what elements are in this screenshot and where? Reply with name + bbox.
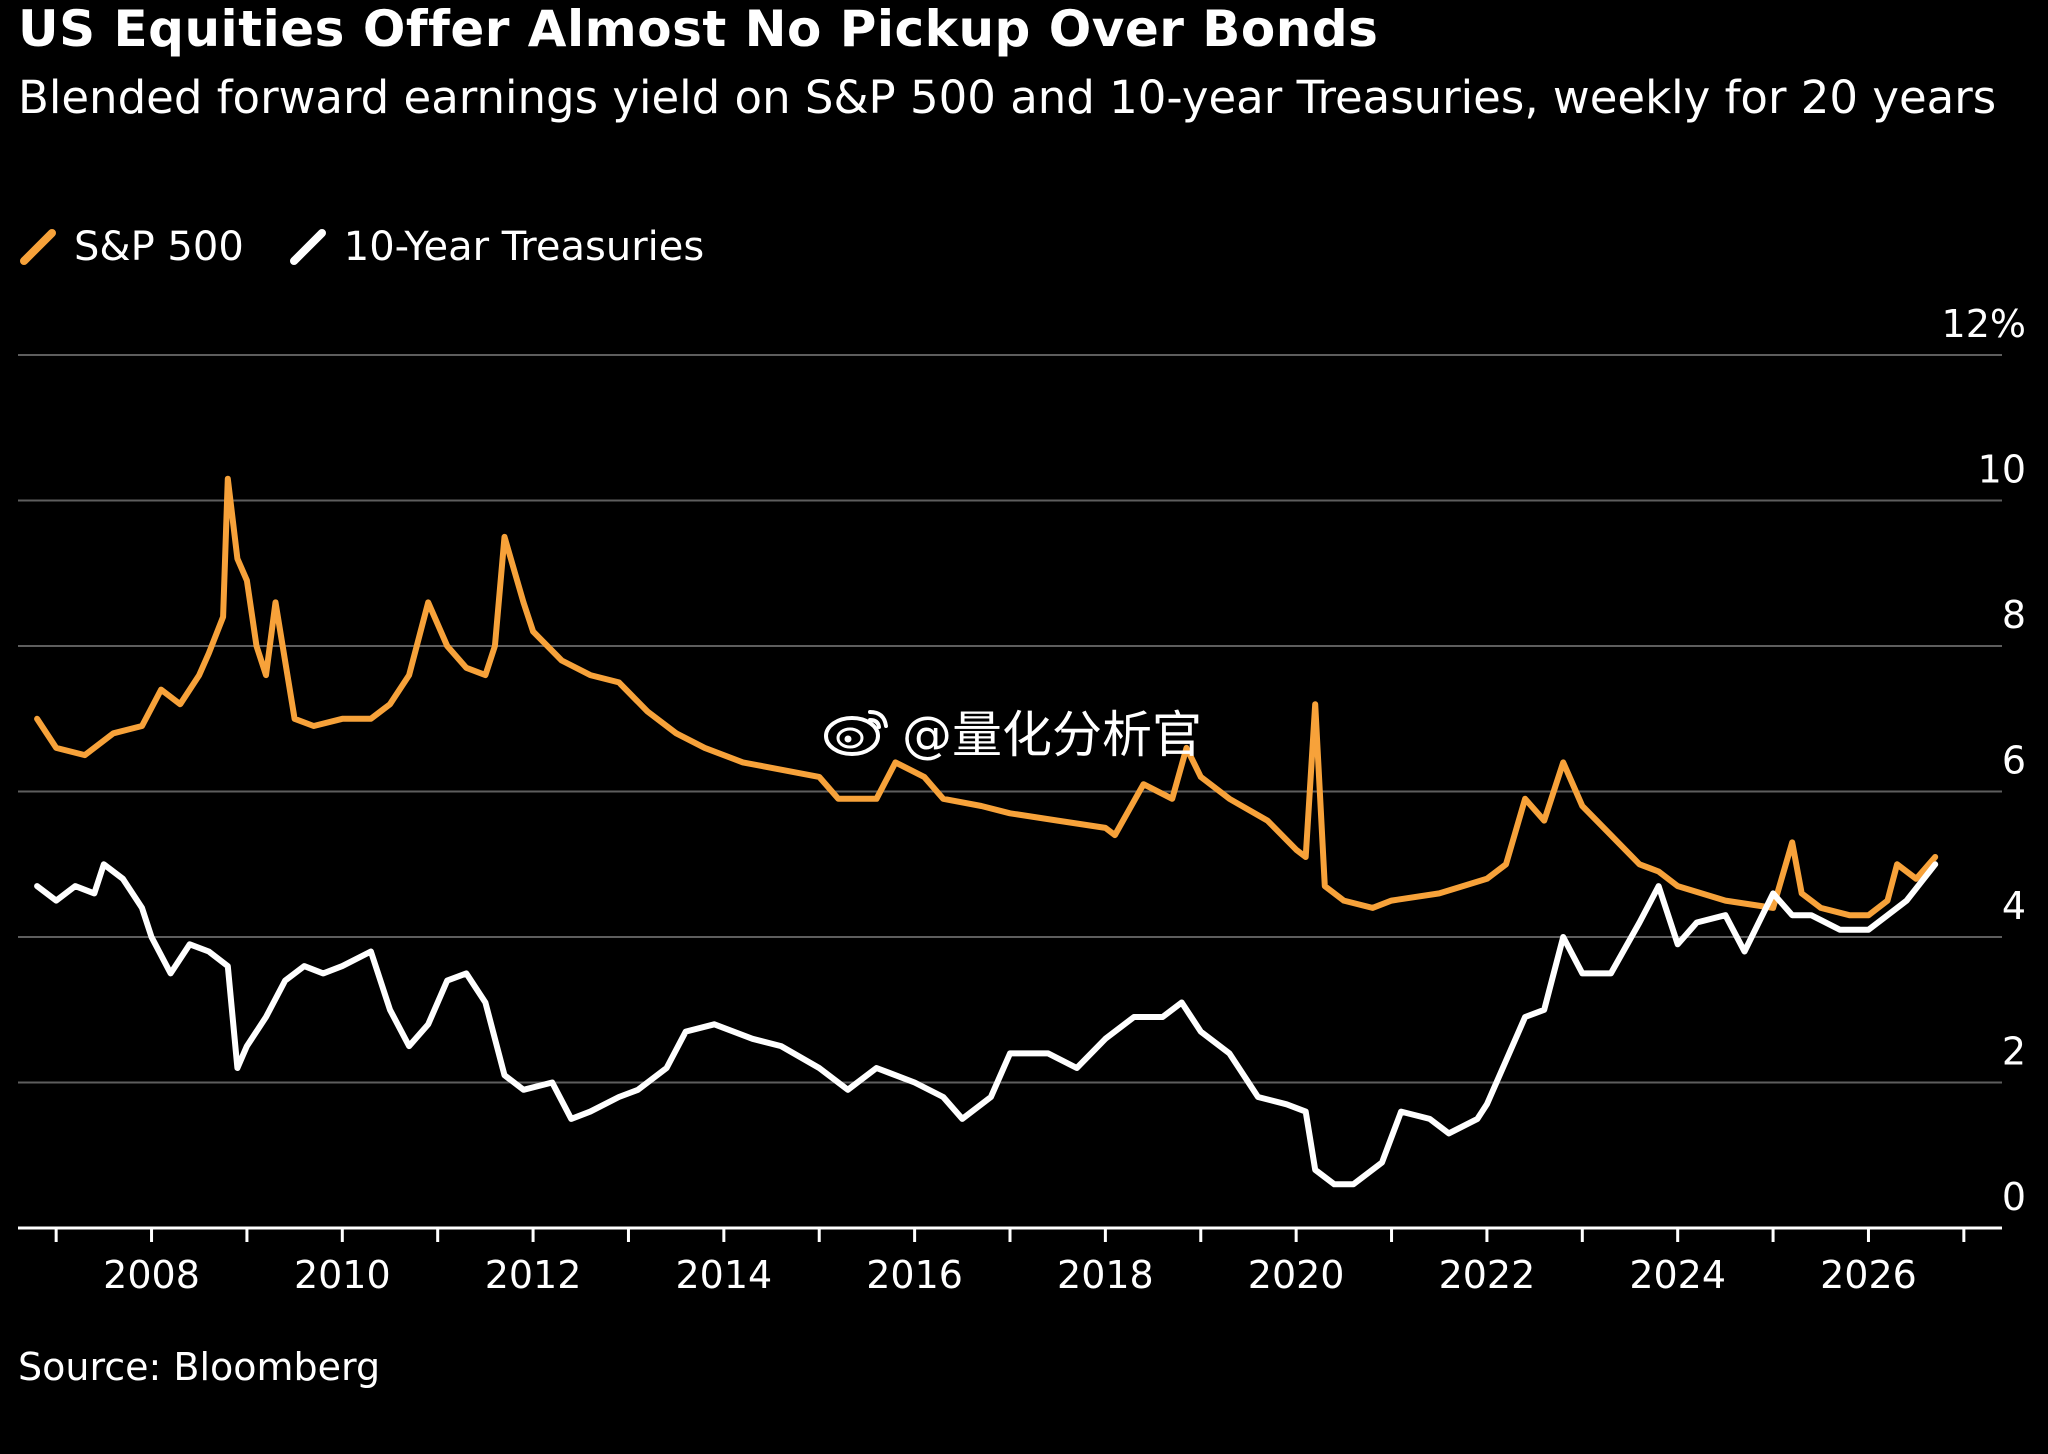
y-tick-label: 0 xyxy=(2002,1175,2026,1219)
legend-item-treasuries: 10-Year Treasuries xyxy=(288,224,704,270)
legend-label-treasuries: 10-Year Treasuries xyxy=(343,224,705,270)
y-axis-tick-labels: 0 2 4 6 8 10 12% xyxy=(1942,302,2026,1219)
watermark-text: @量化分析官 xyxy=(902,706,1202,764)
series-line-treasuries xyxy=(34,861,1939,1188)
x-tick-label: 2016 xyxy=(866,1253,963,1297)
legend-swatch-treasuries xyxy=(289,229,326,265)
y-tick-label: 12% xyxy=(1942,302,2026,346)
y-tick-label: 10 xyxy=(1978,448,2026,492)
weibo-icon xyxy=(824,710,888,756)
legend-swatch-sp500 xyxy=(20,229,56,265)
gridlines xyxy=(18,354,2002,1084)
source-note: Source: Bloomberg xyxy=(18,1345,381,1389)
x-tick-label: 2008 xyxy=(103,1253,200,1297)
y-tick-label: 6 xyxy=(2002,739,2026,783)
legend-label-sp500: S&P 500 xyxy=(74,224,244,270)
x-tick-label: 2014 xyxy=(675,1253,772,1297)
series-lines xyxy=(34,475,1939,1188)
x-tick-label: 2012 xyxy=(485,1253,582,1297)
x-tick-label: 2024 xyxy=(1629,1253,1726,1297)
watermark: @量化分析官 xyxy=(822,695,1202,767)
legend-item-sp500: S&P 500 xyxy=(18,224,244,270)
y-tick-label: 8 xyxy=(2002,593,2026,637)
legend: S&P 500 10-Year Treasuries xyxy=(18,222,748,272)
x-tick-label: 2020 xyxy=(1248,1253,1345,1297)
chart-title: US Equities Offer Almost No Pickup Over … xyxy=(18,0,1379,58)
x-tick-label: 2026 xyxy=(1820,1253,1917,1297)
chart-subtitle: Blended forward earnings yield on S&P 50… xyxy=(18,71,1997,124)
x-axis: 2008 2010 2012 2014 2016 2018 2020 2022 2024 2026 xyxy=(18,1226,2002,1297)
series-line-sp500 xyxy=(34,475,1939,919)
y-tick-label: 2 xyxy=(2002,1030,2026,1074)
x-tick-label: 2010 xyxy=(294,1253,391,1297)
y-tick-label: 4 xyxy=(2002,884,2026,928)
x-tick-label: 2022 xyxy=(1439,1253,1536,1297)
x-tick-label: 2018 xyxy=(1057,1253,1154,1297)
